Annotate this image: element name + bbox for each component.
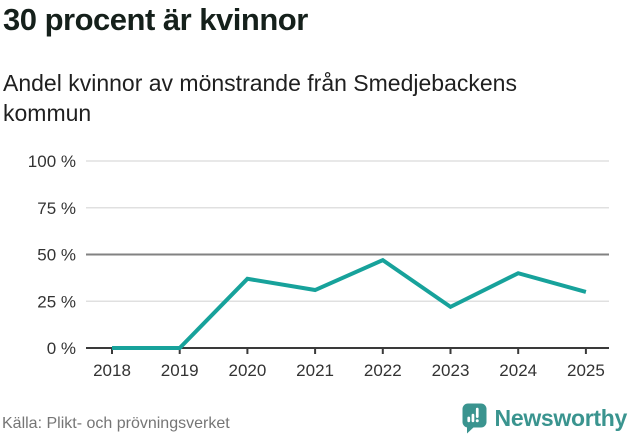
x-tick-label: 2024: [499, 361, 537, 380]
x-tick-label: 2021: [296, 361, 334, 380]
y-tick-label: 25 %: [37, 292, 76, 311]
x-tick-label: 2025: [567, 361, 605, 380]
series-line: [112, 257, 587, 350]
y-tick-label: 0 %: [47, 339, 76, 358]
chart-canvas: 0 % 25 % 50 % 75 % 100 % 2018 2019 2020 2021 2022…: [28, 152, 609, 380]
source-note: Källa: Plikt- och prövningsverket: [2, 415, 230, 432]
x-tick-label: 2023: [432, 361, 470, 380]
newsworthy-logo: Newsworthy: [462, 403, 627, 434]
x-tick-label: 2022: [364, 361, 402, 380]
newsworthy-bubble-icon: [462, 403, 487, 434]
x-tick-label: 2018: [93, 361, 131, 380]
line-chart: 0 % 25 % 50 % 75 % 100 % 2018 2019 2020 2021 2022…: [0, 140, 631, 390]
chart-title: 30 procent är kvinnor: [3, 2, 308, 37]
y-tick-label: 100 %: [28, 152, 76, 171]
x-tick-label: 2019: [161, 361, 199, 380]
y-tick-label: 50 %: [37, 246, 76, 265]
newsworthy-wordmark: Newsworthy: [494, 405, 628, 431]
x-tick-label: 2020: [228, 361, 266, 380]
y-tick-label: 75 %: [37, 199, 76, 218]
chart-subtitle: Andel kvinnor av mönstrande från Smedjeb…: [3, 70, 517, 127]
